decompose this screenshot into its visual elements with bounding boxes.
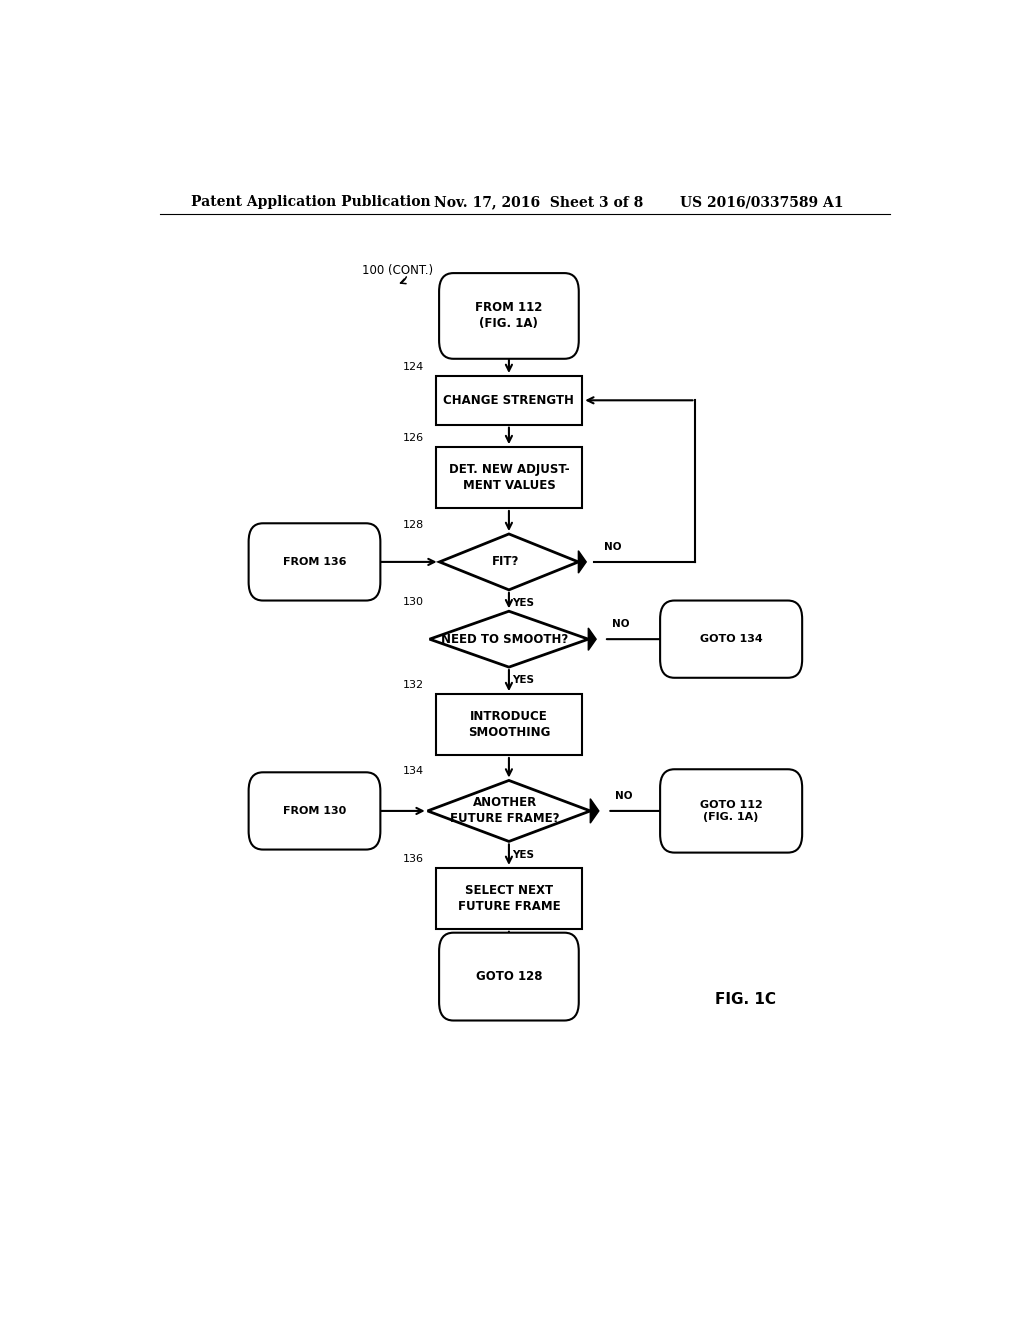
FancyBboxPatch shape: [439, 273, 579, 359]
Bar: [435, 694, 583, 755]
Text: US 2016/0337589 A1: US 2016/0337589 A1: [680, 195, 843, 209]
Text: YES: YES: [512, 676, 535, 685]
Polygon shape: [439, 535, 579, 590]
Text: INTRODUCE
SMOOTHING: INTRODUCE SMOOTHING: [468, 710, 550, 739]
Text: FIT?: FIT?: [492, 556, 519, 569]
Text: GOTO 112
(FIG. 1A): GOTO 112 (FIG. 1A): [699, 800, 763, 822]
Text: NEED TO SMOOTH?: NEED TO SMOOTH?: [441, 632, 568, 645]
Text: GOTO 134: GOTO 134: [699, 634, 763, 644]
Bar: [435, 867, 583, 929]
Text: 124: 124: [402, 362, 424, 372]
Polygon shape: [588, 628, 596, 651]
Bar: [435, 376, 583, 425]
FancyBboxPatch shape: [660, 770, 802, 853]
Text: 134: 134: [402, 767, 424, 776]
FancyBboxPatch shape: [249, 523, 380, 601]
Text: GOTO 128: GOTO 128: [476, 970, 542, 983]
Text: 100 (CONT.): 100 (CONT.): [362, 264, 433, 277]
FancyBboxPatch shape: [660, 601, 802, 677]
Text: Nov. 17, 2016  Sheet 3 of 8: Nov. 17, 2016 Sheet 3 of 8: [433, 195, 643, 209]
Text: NO: NO: [615, 791, 633, 801]
Polygon shape: [579, 550, 586, 573]
Text: CHANGE STRENGTH: CHANGE STRENGTH: [443, 393, 574, 407]
Text: Patent Application Publication: Patent Application Publication: [191, 195, 431, 209]
Text: FROM 130: FROM 130: [283, 807, 346, 816]
Polygon shape: [590, 799, 599, 824]
Text: 132: 132: [402, 680, 424, 690]
FancyBboxPatch shape: [439, 933, 579, 1020]
Text: 128: 128: [402, 520, 424, 529]
Polygon shape: [430, 611, 588, 667]
Text: FROM 112
(FIG. 1A): FROM 112 (FIG. 1A): [475, 301, 543, 330]
Polygon shape: [428, 780, 590, 841]
Bar: [435, 447, 583, 508]
Text: SELECT NEXT
FUTURE FRAME: SELECT NEXT FUTURE FRAME: [458, 884, 560, 913]
Text: NO: NO: [603, 541, 622, 552]
Text: FROM 136: FROM 136: [283, 557, 346, 566]
Text: YES: YES: [512, 598, 535, 609]
Text: FIG. 1C: FIG. 1C: [715, 993, 776, 1007]
Text: 136: 136: [402, 854, 424, 863]
Text: 126: 126: [402, 433, 424, 444]
Text: DET. NEW ADJUST-
MENT VALUES: DET. NEW ADJUST- MENT VALUES: [449, 463, 569, 492]
Text: 130: 130: [402, 597, 424, 607]
FancyBboxPatch shape: [249, 772, 380, 850]
Text: ANOTHER
FUTURE FRAME?: ANOTHER FUTURE FRAME?: [451, 796, 559, 825]
Text: NO: NO: [612, 619, 630, 630]
Text: YES: YES: [512, 850, 535, 859]
